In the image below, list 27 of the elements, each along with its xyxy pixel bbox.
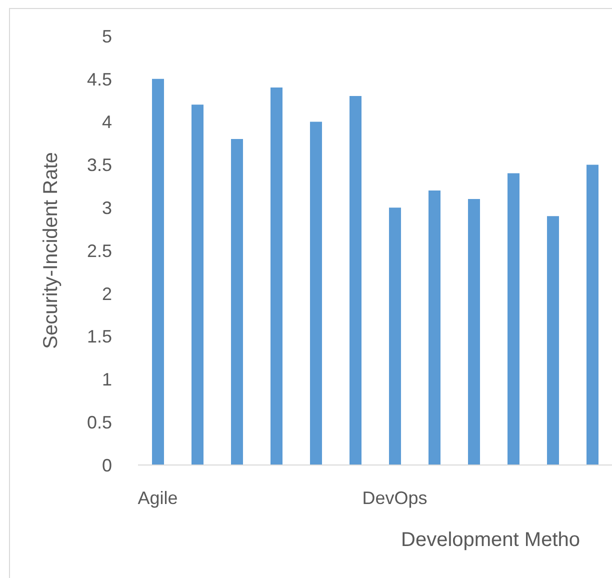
x-tick-label: DevOps <box>362 488 428 508</box>
bar <box>389 208 401 465</box>
y-tick-label: 1.5 <box>86 326 112 347</box>
bar <box>152 78 164 465</box>
y-tick-label: 5 <box>102 26 112 46</box>
bar <box>350 96 362 465</box>
y-axis-title: Security-Incident Rate <box>40 152 62 349</box>
y-tick-label: 3 <box>102 198 112 218</box>
bar <box>586 164 598 465</box>
bar <box>508 173 520 465</box>
bar <box>270 87 282 465</box>
y-tick-label: 1 <box>102 370 112 390</box>
y-tick-label: 4.5 <box>86 69 112 90</box>
bar <box>547 216 559 465</box>
y-tick-label: 4 <box>102 112 112 132</box>
bar <box>310 122 322 465</box>
x-axis-title: Development Metho <box>401 529 580 551</box>
y-tick-label: 2 <box>102 284 112 304</box>
bar <box>231 138 243 465</box>
x-tick-label: Agile <box>138 488 178 508</box>
bar <box>192 104 204 465</box>
y-tick-label: 0 <box>102 455 112 476</box>
y-tick-label: 2.5 <box>86 240 112 261</box>
bar <box>428 190 440 465</box>
y-tick-label: 3.5 <box>86 155 112 176</box>
bar <box>468 199 480 465</box>
y-tick-label: 0.5 <box>86 412 112 432</box>
